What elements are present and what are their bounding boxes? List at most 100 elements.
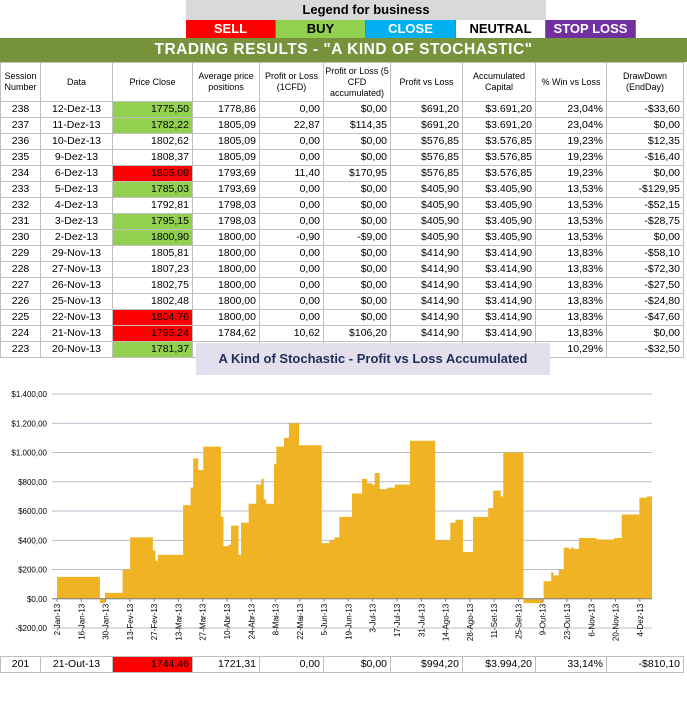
results-table: Session Number Data Price Close Average pri…	[0, 62, 684, 358]
y-tick-label: -$200,00	[15, 624, 47, 633]
cell-session-number: 229	[0, 245, 41, 262]
cell-profit-vs-loss: $994,20	[390, 656, 463, 673]
cell-profit-loss-5cfd: $106,20	[323, 325, 391, 342]
cell-accumulated-capital: $3.576,85	[462, 149, 536, 166]
cell-average-price: 1800,00	[192, 277, 260, 294]
legend-buy: BUY	[276, 20, 366, 38]
cell-win-vs-loss: 19,23%	[535, 165, 607, 182]
cell-profit-loss-1cfd: -0,90	[259, 229, 324, 246]
cell-profit-loss-5cfd: $0,00	[323, 213, 391, 230]
cell-win-vs-loss: 13,53%	[535, 197, 607, 214]
cell-profit-vs-loss: $405,90	[390, 213, 463, 230]
cell-win-vs-loss: 10,29%	[535, 341, 607, 358]
cell-average-price: 1800,00	[192, 245, 260, 262]
x-tick-label: 9-Out-13	[539, 603, 548, 635]
table-row: 234 6-Dez-13 1805,09 1793,69 11,40 $170,95 $57…	[0, 165, 684, 182]
cell-profit-loss-1cfd: 0,00	[259, 277, 324, 294]
table-row: 233 5-Dez-13 1785,03 1793,69 0,00 $0,00 $405,9…	[0, 181, 684, 198]
cell-profit-vs-loss: $414,90	[390, 293, 463, 310]
cell-price-close: 1805,81	[112, 245, 193, 262]
cell-drawdown: $0,00	[606, 325, 684, 342]
cell-win-vs-loss: 13,83%	[535, 309, 607, 326]
cell-win-vs-loss: 13,53%	[535, 181, 607, 198]
cell-profit-vs-loss: $414,90	[390, 277, 463, 294]
cell-date: 6-Dez-13	[40, 165, 113, 182]
cell-profit-loss-1cfd: 0,00	[259, 213, 324, 230]
cell-average-price: 1798,03	[192, 213, 260, 230]
cell-date: 5-Dez-13	[40, 181, 113, 198]
header-session-number: Session Number	[0, 62, 41, 102]
cell-drawdown: -$47,60	[606, 309, 684, 326]
x-tick-label: 6-Nov-13	[587, 603, 596, 636]
cell-date: 27-Nov-13	[40, 261, 113, 278]
cell-price-close: 1800,90	[112, 229, 193, 246]
table-row: 230 2-Dez-13 1800,90 1800,00 -0,90 -$9,00 $405…	[0, 229, 684, 246]
x-tick-label: 30-Jan-13	[102, 603, 111, 640]
cell-profit-loss-5cfd: -$9,00	[323, 229, 391, 246]
cell-price-close: 1785,03	[112, 181, 193, 198]
cell-profit-loss-1cfd: 0,00	[259, 309, 324, 326]
cell-session-number: 231	[0, 213, 41, 230]
legend-close: CLOSE	[366, 20, 456, 38]
cell-session-number: 223	[0, 341, 41, 358]
header-profit-loss-5cfd: Profit or Loss (5 CFD accumulated)	[323, 62, 391, 102]
cell-profit-loss-1cfd: 11,40	[259, 165, 324, 182]
table-row: 226 25-Nov-13 1802,48 1800,00 0,00 $0,00 $414,…	[0, 293, 684, 310]
cell-drawdown: -$58,10	[606, 245, 684, 262]
cell-price-close: 1802,62	[112, 133, 193, 150]
cell-accumulated-capital: $3.414,90	[462, 309, 536, 326]
cell-date: 4-Dez-13	[40, 197, 113, 214]
chart-title: A Kind of Stochastic - Profit vs Loss Ac…	[196, 343, 550, 375]
cell-profit-vs-loss: $414,90	[390, 245, 463, 262]
cell-profit-loss-5cfd: $0,00	[323, 309, 391, 326]
cell-session-number: 224	[0, 325, 41, 342]
cell-drawdown: -$28,75	[606, 213, 684, 230]
cell-average-price: 1784,62	[192, 325, 260, 342]
table-row: 238 12-Dez-13 1775,50 1778,86 0,00 $0,00 $691,…	[0, 101, 684, 118]
cell-win-vs-loss: 23,04%	[535, 101, 607, 118]
cell-profit-loss-5cfd: $0,00	[323, 656, 391, 673]
cell-accumulated-capital: $3.691,20	[462, 117, 536, 134]
y-tick-label: $1.200,00	[11, 419, 47, 428]
cell-profit-loss-5cfd: $0,00	[323, 245, 391, 262]
x-tick-label: 11-Set-13	[490, 603, 499, 638]
cell-accumulated-capital: $3.576,85	[462, 165, 536, 182]
cell-session-number: 237	[0, 117, 41, 134]
cell-win-vs-loss: 13,53%	[535, 229, 607, 246]
cell-win-vs-loss: 13,83%	[535, 293, 607, 310]
header-drawdown: DrawDown (EndDay)	[606, 62, 684, 102]
cell-average-price: 1793,69	[192, 165, 260, 182]
cell-drawdown: $0,00	[606, 165, 684, 182]
x-tick-label: 27-Fev-13	[150, 603, 159, 640]
cell-drawdown: $12,35	[606, 133, 684, 150]
cell-average-price: 1798,03	[192, 197, 260, 214]
cell-profit-vs-loss: $576,85	[390, 133, 463, 150]
last-row-table: 201 21-Out-13 1744,46 1721,31 0,00 $0,00 $994,…	[0, 656, 684, 673]
y-tick-label: $1.000,00	[11, 449, 47, 458]
cell-profit-loss-5cfd: $0,00	[323, 181, 391, 198]
x-tick-label: 2-Jan-13	[53, 603, 62, 635]
x-tick-label: 28-Ago-13	[466, 603, 475, 641]
cell-session-number: 233	[0, 181, 41, 198]
x-tick-label: 13-Fev-13	[126, 603, 135, 640]
y-tick-label: $200,00	[18, 566, 47, 575]
cell-price-close: 1782,22	[112, 117, 193, 134]
x-tick-label: 20-Nov-13	[612, 603, 621, 641]
y-tick-label: $400,00	[18, 536, 47, 545]
legend-sell: SELL	[186, 20, 276, 38]
cell-profit-loss-5cfd: $114,35	[323, 117, 391, 134]
table-row: 231 3-Dez-13 1795,15 1798,03 0,00 $0,00 $405,9…	[0, 213, 684, 230]
cell-price-close: 1802,75	[112, 277, 193, 294]
cell-accumulated-capital: $3.405,90	[462, 229, 536, 246]
cell-date: 3-Dez-13	[40, 213, 113, 230]
cell-price-close: 1792,81	[112, 197, 193, 214]
cell-price-close: 1795,15	[112, 213, 193, 230]
cell-accumulated-capital: $3.414,90	[462, 293, 536, 310]
cell-date: 20-Nov-13	[40, 341, 113, 358]
cell-drawdown: -$72,30	[606, 261, 684, 278]
cell-profit-vs-loss: $414,90	[390, 261, 463, 278]
x-tick-label: 22-Mai-13	[296, 603, 305, 640]
cell-date: 21-Nov-13	[40, 325, 113, 342]
cell-profit-loss-5cfd: $0,00	[323, 293, 391, 310]
y-tick-label: $800,00	[18, 478, 47, 487]
